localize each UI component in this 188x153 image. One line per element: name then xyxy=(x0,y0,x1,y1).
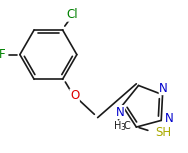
Text: N: N xyxy=(116,106,124,119)
Text: C: C xyxy=(124,121,130,131)
Text: N: N xyxy=(159,82,168,95)
Text: N: N xyxy=(164,112,173,125)
Text: SH: SH xyxy=(155,126,171,139)
Text: O: O xyxy=(70,89,79,102)
Text: 3: 3 xyxy=(120,123,125,132)
Text: Cl: Cl xyxy=(67,8,78,21)
Text: H: H xyxy=(114,121,122,131)
Text: F: F xyxy=(0,48,6,61)
